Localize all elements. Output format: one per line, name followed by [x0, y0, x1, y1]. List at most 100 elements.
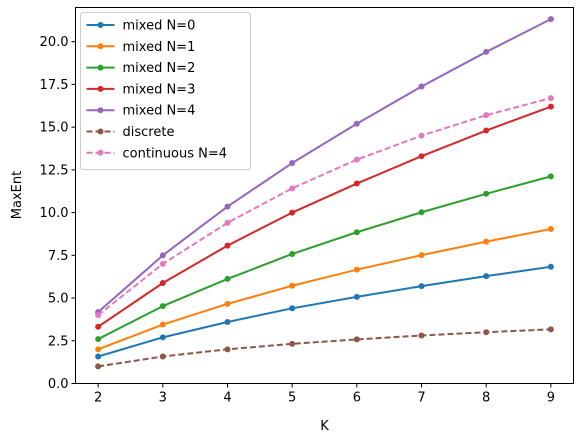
series-discrete-point — [159, 353, 166, 360]
series-mixed-n-1-line — [97, 228, 552, 351]
series-mixed-n-4 — [95, 16, 554, 316]
series-mixed-n-2-point — [353, 229, 360, 236]
legend-marker — [97, 128, 104, 135]
series-mixed-n-4-point — [224, 203, 231, 210]
series-mixed-n-0 — [95, 263, 554, 360]
series-continuous-n-4 — [95, 95, 554, 319]
series-mixed-n-2-point — [159, 303, 166, 310]
legend-box — [80, 12, 251, 171]
series-mixed-n-1-point — [418, 252, 425, 259]
x-tick-label: 5 — [288, 391, 296, 406]
series-mixed-n-1-point — [483, 238, 490, 245]
series-continuous-n-4-point — [224, 219, 231, 226]
series-mixed-n-2-line — [97, 175, 552, 340]
legend-marker — [97, 22, 104, 28]
series-mixed-n-3-point — [547, 103, 554, 110]
series-mixed-n-2-point — [289, 250, 296, 257]
series-mixed-n-4-point — [289, 160, 296, 167]
plot-frame — [75, 7, 574, 384]
legend-item: mixed N=3 — [86, 82, 195, 97]
series-mixed-n-2-point — [224, 275, 231, 282]
legend-label: continuous N=4 — [123, 146, 228, 161]
y-axis-label: MaxEnt — [10, 171, 25, 219]
series-mixed-n-0-point — [159, 334, 166, 341]
series-discrete-point — [289, 340, 296, 347]
series-mixed-n-3-point — [418, 153, 425, 160]
legend-marker — [97, 107, 104, 114]
x-tick-label: 3 — [159, 391, 167, 406]
series-discrete-line — [97, 328, 551, 368]
series-mixed-n-1-point — [547, 225, 554, 232]
series-mixed-n-1-point — [95, 346, 102, 353]
series-continuous-n-4-point — [418, 132, 425, 139]
series-continuous-n-4-point — [483, 112, 490, 119]
series-mixed-n-1-point — [159, 321, 166, 328]
y-axis: 0.0 2.5 5.0 7.5 10.0 12.5 15.0 17.5 20.0 — [40, 35, 76, 392]
series-discrete — [95, 326, 554, 370]
series-continuous-n-4-point — [353, 156, 360, 163]
legend-marker — [97, 43, 104, 50]
legend-label: mixed N=1 — [123, 40, 196, 55]
series-continuous-n-4-point — [547, 95, 554, 102]
series-mixed-n-4-line — [97, 18, 552, 313]
series-discrete-point — [353, 336, 360, 343]
series-mixed-n-4-point — [547, 16, 554, 23]
x-tick-label: 4 — [223, 391, 231, 406]
y-tick-label: 0.0 — [48, 377, 69, 392]
y-tick-label: 17.5 — [40, 78, 69, 93]
x-tick-label: 8 — [482, 391, 490, 406]
y-tick-label: 15.0 — [40, 121, 69, 136]
series-mixed-n-2-point — [483, 190, 490, 197]
legend-item: mixed N=2 — [86, 61, 196, 76]
legend-item: mixed N=1 — [86, 40, 196, 55]
series-mixed-n-4-point — [483, 48, 490, 55]
legend-label: mixed N=4 — [123, 104, 196, 119]
series-mixed-n-1-point — [289, 282, 296, 289]
legend-item: continuous N=4 — [86, 146, 228, 161]
series-mixed-n-3-point — [95, 323, 102, 330]
series-mixed-n-2-point — [95, 336, 102, 343]
series-mixed-n-3 — [95, 103, 554, 330]
series-mixed-n-0-point — [547, 263, 554, 270]
series-mixed-n-0-point — [483, 273, 490, 280]
legend-label: mixed N=0 — [123, 19, 196, 34]
series-discrete-point — [95, 363, 102, 370]
series-mixed-n-3-line — [97, 105, 552, 328]
series-discrete-point — [547, 326, 554, 333]
series-discrete-point — [418, 332, 425, 339]
legend-label: mixed N=2 — [123, 61, 196, 76]
x-tick-label: 2 — [94, 391, 102, 406]
x-axis: 2 3 4 5 6 7 8 9 — [94, 383, 555, 406]
series-discrete-point — [224, 346, 231, 353]
series-mixed-n-0-point — [95, 353, 102, 360]
x-tick-label: 9 — [547, 391, 555, 406]
series-mixed-n-3-point — [159, 280, 166, 287]
y-tick-label: 20.0 — [40, 35, 69, 50]
series-mixed-n-1 — [95, 225, 554, 353]
series-continuous-n-4-line — [97, 97, 552, 316]
series-mixed-n-4-point — [159, 252, 166, 259]
legend-marker — [97, 85, 104, 92]
series-mixed-n-3-point — [224, 242, 231, 249]
legend-item: mixed N=0 — [86, 19, 196, 34]
series-mixed-n-0-point — [418, 283, 425, 290]
series-mixed-n-1-point — [353, 266, 360, 273]
series-mixed-n-0-point — [224, 318, 231, 325]
x-axis-label: K — [320, 419, 329, 434]
x-tick-label: 6 — [353, 391, 361, 406]
series-continuous-n-4-point — [159, 260, 166, 267]
y-tick-label: 2.5 — [48, 334, 69, 349]
legend-label: discrete — [123, 125, 175, 140]
y-tick-label: 12.5 — [40, 163, 69, 178]
series-continuous-n-4-point — [95, 312, 102, 319]
y-tick-label: 10.0 — [40, 206, 69, 221]
series-mixed-n-0-point — [289, 305, 296, 312]
legend: mixed N=0 mixed N=1 mixed N=2 mixed N=3 mixe… — [80, 12, 251, 171]
legend-item: discrete — [86, 125, 175, 140]
series-mixed-n-3-point — [353, 180, 360, 187]
series-mixed-n-2-point — [418, 209, 425, 216]
series-mixed-n-2 — [95, 173, 554, 343]
y-tick-label: 5.0 — [48, 292, 69, 307]
legend-item: mixed N=4 — [86, 104, 196, 119]
